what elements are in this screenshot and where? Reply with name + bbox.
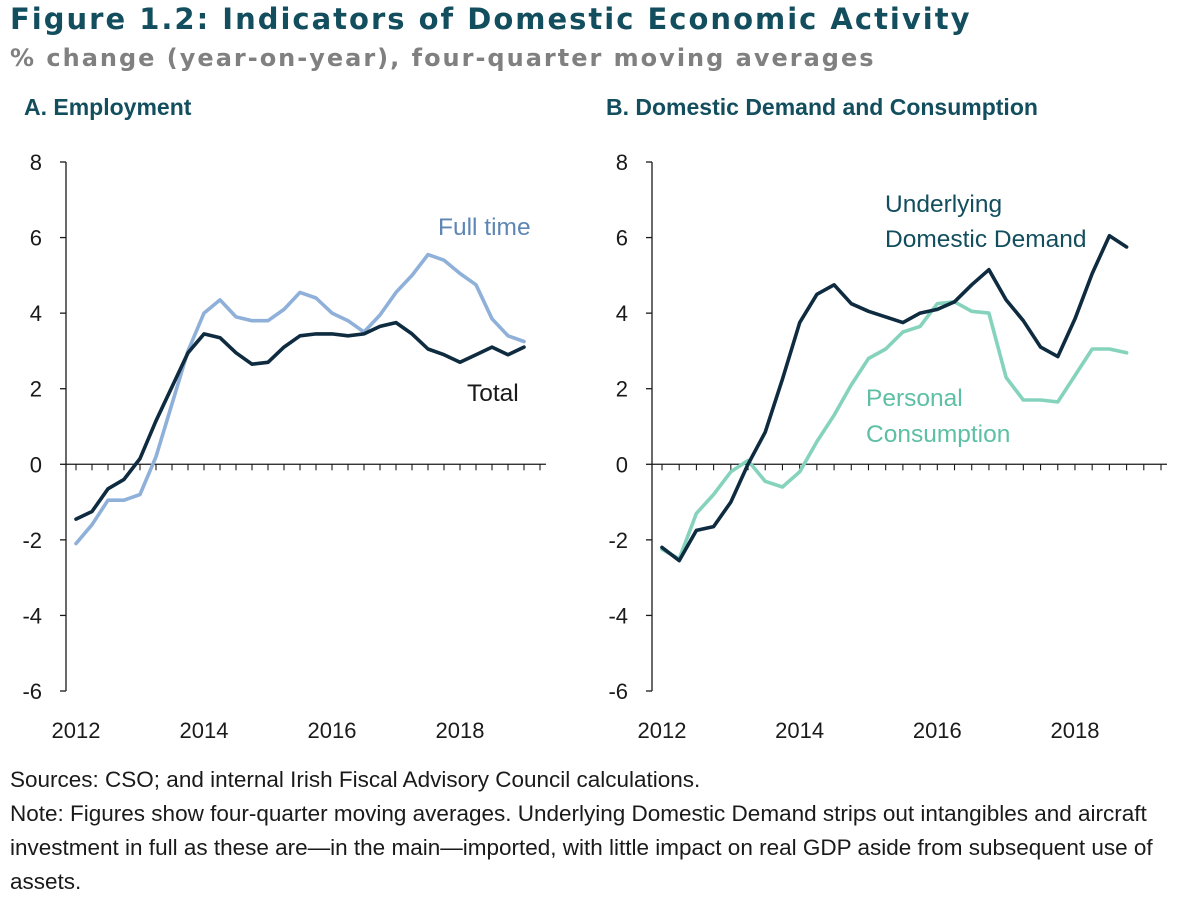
y-tick-label: 0 (30, 452, 42, 477)
figure-subtitle: % change (year-on-year), four-quarter mo… (10, 44, 876, 72)
y-tick-label: -4 (22, 603, 42, 628)
x-tick-label: 2016 (308, 718, 357, 743)
series-annotation: Total (467, 380, 519, 407)
employment-chart: 8 6 4 2 0 -2 -4 -6 2012 2014 2016 2018 Full time Tota… (22, 150, 546, 743)
y-tick-label: 8 (30, 150, 42, 175)
series-annotation: Consumption (866, 421, 1010, 448)
series-line-underlying-domestic-demand (660, 233, 1129, 563)
series-line-personal-consumption (660, 300, 1129, 561)
y-tick-label: -4 (608, 603, 628, 628)
x-tick-label: 2018 (436, 718, 485, 743)
series-line-total (74, 320, 526, 521)
y-tick-label: -2 (608, 528, 628, 553)
x-tick-label: 2016 (913, 718, 962, 743)
x-tick-label: 2012 (52, 718, 101, 743)
y-tick-label: -6 (608, 679, 628, 704)
y-tick-label: 0 (616, 452, 628, 477)
y-tick-label: 4 (616, 301, 628, 326)
series-annotation: Domestic Demand (885, 226, 1087, 253)
y-tick-label: 6 (30, 226, 42, 251)
note-text: Note: Figures show four-quarter moving a… (10, 801, 1153, 894)
figure-notes: Sources: CSO; and internal Irish Fiscal … (10, 763, 1195, 899)
y-tick-label: 6 (616, 226, 628, 251)
y-tick-label: -2 (22, 528, 42, 553)
x-tick-label: 2012 (638, 718, 687, 743)
y-tick-label: 4 (30, 301, 42, 326)
panel-b-title: B. Domestic Demand and Consumption (606, 94, 1038, 120)
x-tick-label: 2018 (1050, 718, 1099, 743)
y-tick-label: 2 (616, 377, 628, 402)
series-annotation: Personal (866, 385, 963, 412)
series-annotation: Underlying (885, 191, 1002, 218)
series-line-full-time (74, 252, 526, 546)
sources-text: Sources: CSO; and internal Irish Fiscal … (10, 767, 701, 792)
y-tick-label: 8 (616, 150, 628, 175)
domestic-demand-chart: 8 6 4 2 0 -2 -4 -6 2012 2014 2016 2018 Underlying Dom… (608, 150, 1167, 743)
y-tick-label: 2 (30, 377, 42, 402)
figure-title: Figure 1.2: Indicators of Domestic Econo… (10, 2, 972, 36)
series-annotation: Full time (438, 214, 531, 241)
y-tick-label: -6 (22, 679, 42, 704)
x-tick-label: 2014 (775, 718, 824, 743)
panel-a-title: A. Employment (24, 94, 192, 120)
x-tick-label: 2014 (180, 718, 229, 743)
